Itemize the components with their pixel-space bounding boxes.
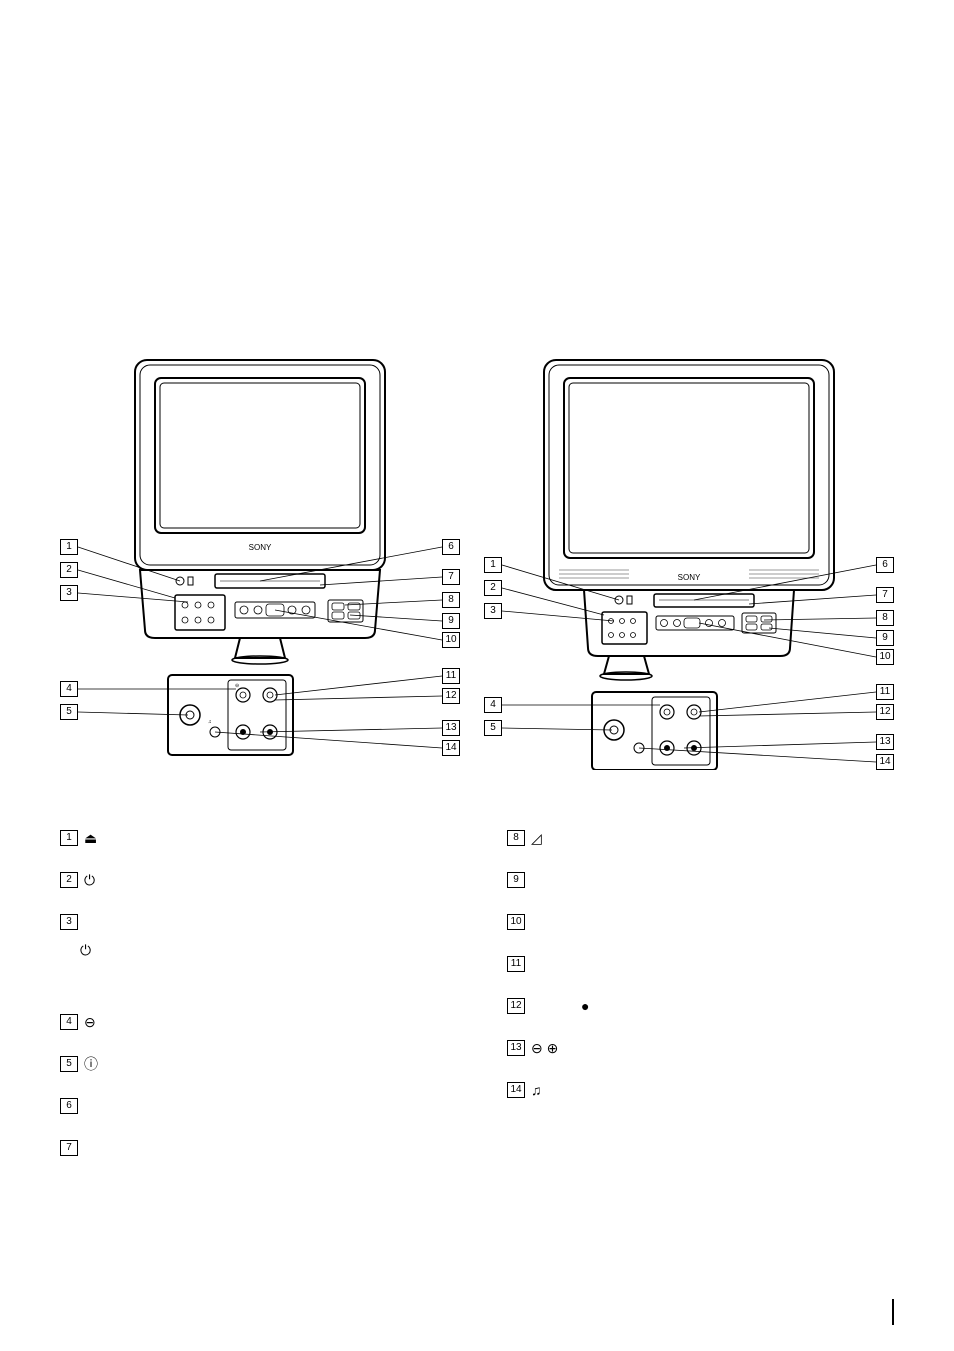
callout-2: 2 [60,562,78,578]
input-icon: ⊖ [84,1014,96,1030]
brand-text: SONY [249,543,272,552]
legend-item-14: 14 ♫ [507,1082,894,1102]
callout-r5: 5 [484,720,502,736]
callout-14: 14 [442,740,460,756]
legend-col-right: 8 ◿ 9 10 11 12 ● 13 ⊖ ⊕ 14 ♫ [507,830,894,1160]
callout-4: 4 [60,681,78,697]
legend-num: 10 [507,914,525,930]
legend-num: 3 [60,914,78,930]
legend-item-6: 6 [60,1098,447,1118]
legend-num: 9 [507,872,525,888]
callout-9: 9 [442,613,460,629]
callout-r12: 12 [876,704,894,720]
callout-r7: 7 [876,587,894,603]
tv-svg-left: SONY [60,340,460,770]
callout-10: 10 [442,632,460,648]
svg-text:SONY: SONY [678,573,701,582]
callout-11: 11 [442,668,460,684]
legend-item-10: 10 [507,914,894,934]
legend: 1 ⏏ 2 ⏻ 3 ⏻ 4 ⊖ 5 ⓘ 6 [60,830,894,1160]
callout-1: 1 [60,539,78,555]
legend-num: 6 [60,1098,78,1114]
legend-item-4: 4 ⊖ [60,1014,447,1034]
legend-item-11: 11 [507,956,894,976]
callout-3: 3 [60,585,78,601]
legend-num: 8 [507,830,525,846]
legend-num: 13 [507,1040,525,1056]
legend-item-9: 9 [507,872,894,892]
callout-13: 13 [442,720,460,736]
legend-num: 11 [507,956,525,972]
callout-r13: 13 [876,734,894,750]
callout-r11: 11 [876,684,894,700]
diagram-row: SONY [60,340,894,770]
callout-r9: 9 [876,630,894,646]
legend-item-3: 3 ⏻ [60,914,447,992]
callout-r10: 10 [876,649,894,665]
tv-diagram-left: SONY [60,340,460,770]
legend-num: 1 [60,830,78,846]
headphone-icon: ♫ [531,1082,542,1098]
callout-r14: 14 [876,754,894,770]
callout-r2: 2 [484,580,502,596]
legend-num: 2 [60,872,78,888]
legend-item-13: 13 ⊖ ⊕ [507,1040,894,1060]
power-icon: ⏻ [80,942,91,958]
legend-num: 5 [60,1056,78,1072]
legend-item-5: 5 ⓘ [60,1056,447,1076]
record-icon: ● [581,998,589,1014]
tv-svg-right: SONY [484,340,894,770]
legend-item-12: 12 ● [507,998,894,1018]
svg-text:♫: ♫ [208,719,212,725]
callout-r8: 8 [876,610,894,626]
page-content: SONY [60,340,894,1160]
tv-diagram-right: SONY [484,340,894,770]
legend-num: 14 [507,1082,525,1098]
legend-num: 4 [60,1014,78,1030]
callout-r1: 1 [484,557,502,573]
legend-item-8: 8 ◿ [507,830,894,850]
callout-r4: 4 [484,697,502,713]
info-icon: ⓘ [84,1056,98,1072]
legend-item-1: 1 ⏏ [60,830,447,850]
callout-12: 12 [442,688,460,704]
legend-item-7: 7 [60,1140,447,1160]
callout-5: 5 [60,704,78,720]
page-bar [892,1299,894,1325]
callout-7: 7 [442,569,460,585]
legend-num: 7 [60,1140,78,1156]
volume-icon: ◿ [531,830,542,846]
callout-8: 8 [442,592,460,608]
callout-r6: 6 [876,557,894,573]
svg-text:⊖: ⊖ [235,683,239,689]
callout-6: 6 [442,539,460,555]
av-icon: ⊖ ⊕ [531,1040,558,1056]
callout-r3: 3 [484,603,502,619]
legend-col-left: 1 ⏏ 2 ⏻ 3 ⏻ 4 ⊖ 5 ⓘ 6 [60,830,447,1160]
legend-item-2: 2 ⏻ [60,872,447,892]
power-icon: ⏻ [84,872,95,888]
eject-icon: ⏏ [84,830,97,846]
legend-num: 12 [507,998,525,1014]
